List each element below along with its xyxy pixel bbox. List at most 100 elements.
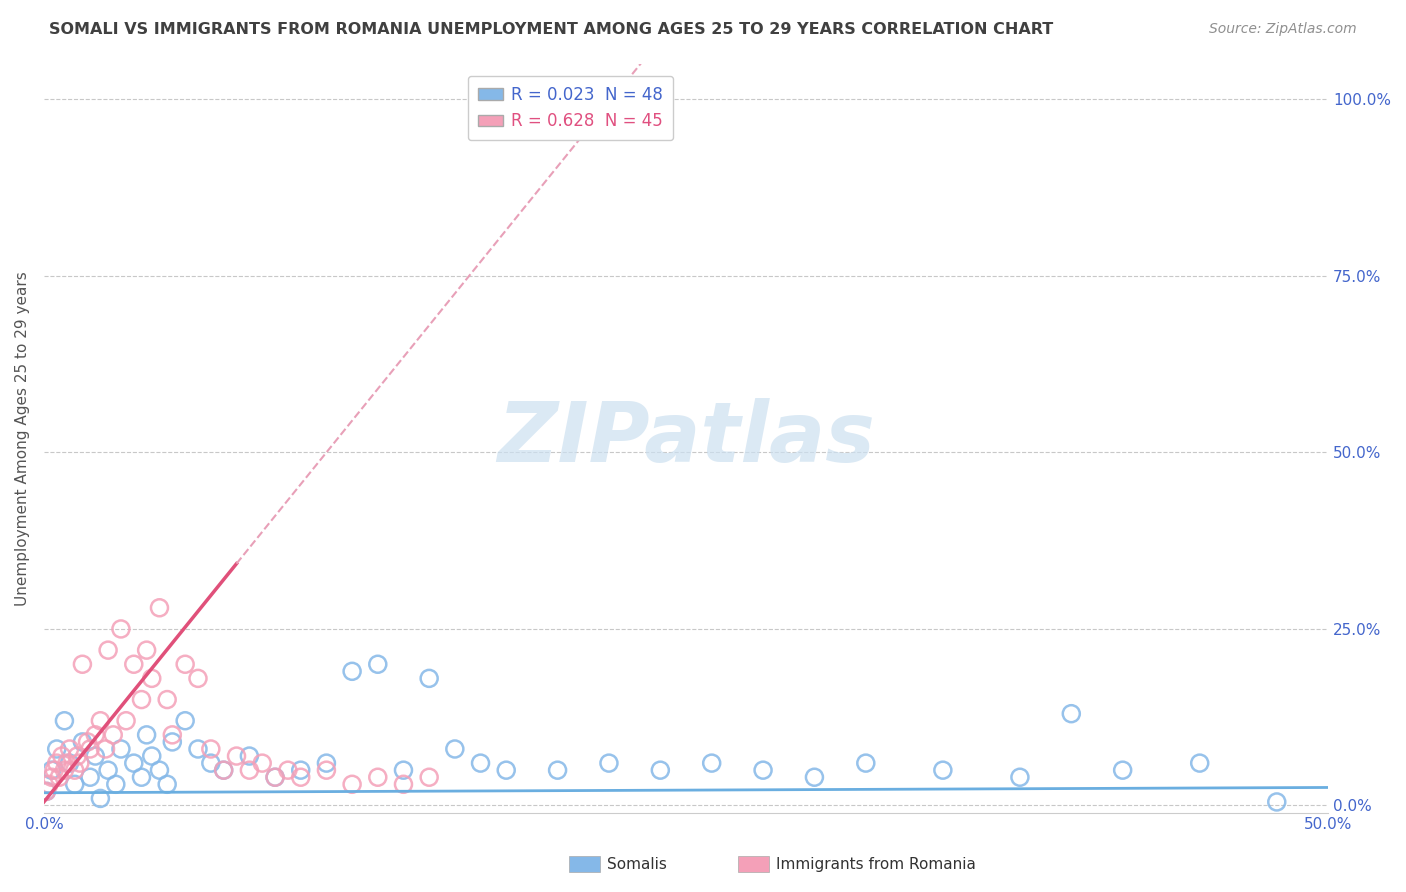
Point <box>76 735 98 749</box>
Point <box>97 763 120 777</box>
Point <box>53 714 76 728</box>
Point <box>174 714 197 728</box>
Point <box>418 770 440 784</box>
Point <box>79 770 101 784</box>
Point <box>148 600 170 615</box>
Point <box>89 791 111 805</box>
Point <box>72 657 94 672</box>
Point <box>187 672 209 686</box>
Point <box>212 763 235 777</box>
Point <box>444 742 467 756</box>
Point <box>367 770 389 784</box>
Point <box>69 756 91 771</box>
Point <box>97 643 120 657</box>
Point <box>470 756 492 771</box>
Point <box>200 756 222 771</box>
Point <box>148 763 170 777</box>
Point <box>110 742 132 756</box>
Point <box>250 756 273 771</box>
Point <box>35 784 58 798</box>
Point <box>803 770 825 784</box>
Point <box>392 763 415 777</box>
Point <box>1008 770 1031 784</box>
Point <box>932 763 955 777</box>
Point <box>650 763 672 777</box>
Point <box>238 749 260 764</box>
Point <box>290 770 312 784</box>
Point <box>264 770 287 784</box>
Point <box>51 749 73 764</box>
Point <box>156 692 179 706</box>
Point <box>56 756 79 771</box>
Point <box>45 742 67 756</box>
Point <box>212 763 235 777</box>
Point <box>63 777 86 791</box>
Point <box>1188 756 1211 771</box>
Point <box>174 657 197 672</box>
Point <box>72 735 94 749</box>
Point <box>340 777 363 791</box>
Point <box>103 728 125 742</box>
Point <box>1111 763 1133 777</box>
Point <box>315 763 337 777</box>
Point <box>162 728 184 742</box>
Point <box>48 770 70 784</box>
Point <box>84 749 107 764</box>
Point <box>79 742 101 756</box>
Point <box>855 756 877 771</box>
Point <box>89 714 111 728</box>
Point <box>38 777 60 791</box>
Point <box>277 763 299 777</box>
Point <box>340 665 363 679</box>
Point <box>58 742 80 756</box>
Point <box>131 692 153 706</box>
Point <box>84 728 107 742</box>
Point <box>104 777 127 791</box>
Point <box>58 756 80 771</box>
Point <box>495 763 517 777</box>
Point <box>162 735 184 749</box>
Point <box>264 770 287 784</box>
Point <box>115 714 138 728</box>
Point <box>367 657 389 672</box>
Point <box>110 622 132 636</box>
Point <box>135 728 157 742</box>
Point <box>547 763 569 777</box>
Point <box>238 763 260 777</box>
Point <box>131 770 153 784</box>
Point <box>135 643 157 657</box>
Point <box>1265 795 1288 809</box>
Point <box>700 756 723 771</box>
Point <box>156 777 179 791</box>
Point <box>53 763 76 777</box>
Point <box>122 756 145 771</box>
Point <box>200 742 222 756</box>
Point <box>41 770 63 784</box>
Point <box>187 742 209 756</box>
Point <box>44 763 66 777</box>
Point <box>35 784 58 798</box>
Legend: R = 0.023  N = 48, R = 0.628  N = 45: R = 0.023 N = 48, R = 0.628 N = 45 <box>468 76 673 140</box>
Point <box>752 763 775 777</box>
Point <box>66 749 89 764</box>
Text: Immigrants from Romania: Immigrants from Romania <box>776 857 976 871</box>
Text: SOMALI VS IMMIGRANTS FROM ROMANIA UNEMPLOYMENT AMONG AGES 25 TO 29 YEARS CORRELA: SOMALI VS IMMIGRANTS FROM ROMANIA UNEMPL… <box>49 22 1053 37</box>
Point <box>94 742 117 756</box>
Point <box>141 672 163 686</box>
Point <box>315 756 337 771</box>
Point <box>290 763 312 777</box>
Point <box>225 749 247 764</box>
Point <box>141 749 163 764</box>
Y-axis label: Unemployment Among Ages 25 to 29 years: Unemployment Among Ages 25 to 29 years <box>15 271 30 606</box>
Text: Source: ZipAtlas.com: Source: ZipAtlas.com <box>1209 22 1357 37</box>
Point <box>63 763 86 777</box>
Point <box>41 763 63 777</box>
Point <box>392 777 415 791</box>
Point <box>418 672 440 686</box>
Text: Somalis: Somalis <box>607 857 668 871</box>
Point <box>598 756 620 771</box>
Point <box>45 756 67 771</box>
Point <box>1060 706 1083 721</box>
Text: ZIPatlas: ZIPatlas <box>498 398 875 479</box>
Point <box>122 657 145 672</box>
